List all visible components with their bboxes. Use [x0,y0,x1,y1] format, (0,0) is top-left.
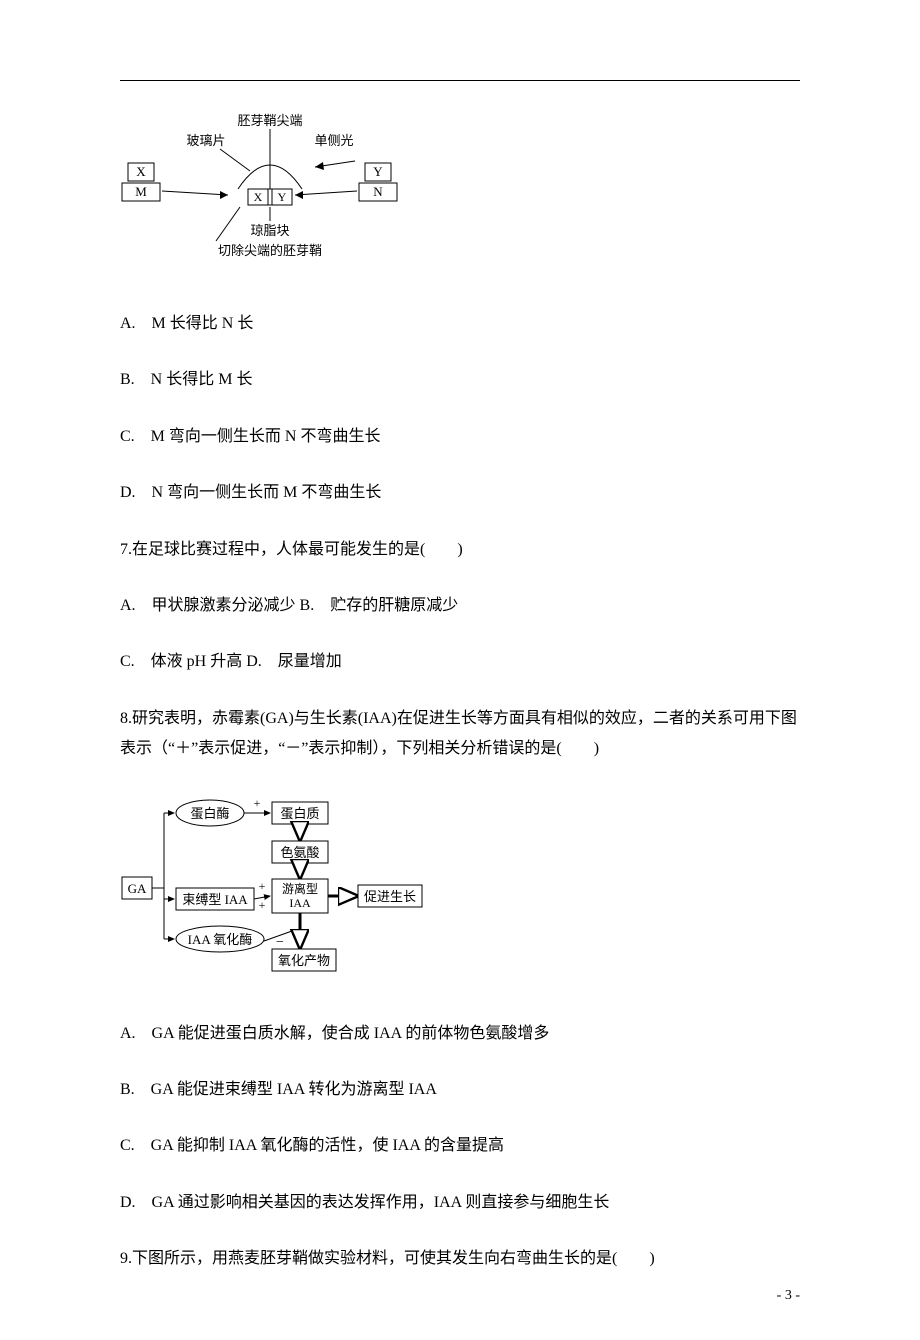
page-number: - 3 - [777,1285,800,1306]
q7-options-line1: A. 甲状腺激素分泌减少 B. 贮存的肝糖原减少 [120,591,800,621]
q8-stem: 8.研究表明，赤霉素(GA)与生长素(IAA)在促进生长等方面具有相似的效应，二… [120,704,800,765]
arrow-right-head [295,191,303,199]
q7-stem: 7.在足球比赛过程中，人体最可能发生的是( ) [120,535,800,565]
label-tip: 胚芽鞘尖端 [237,113,302,128]
arrow-left-head [220,191,228,199]
gap-box [268,189,272,205]
label-decap: 切除尖端的胚芽鞘 [218,243,322,258]
label-agar: 琼脂块 [250,223,289,238]
leader-glass [220,149,250,171]
plus-2: + [259,879,266,893]
page-container: 胚芽鞘尖端 玻璃片 单侧光 X M Y N [0,0,920,1340]
leader-decap [216,207,240,241]
text-tryptophan: 色氨酸 [280,845,319,860]
plus-3: + [259,898,266,912]
q8-option-d: D. GA 通过影响相关基因的表达发挥作用，IAA 则直接参与细胞生长 [120,1188,800,1218]
text-x-mid: X [254,190,263,204]
figure1-svg: 胚芽鞘尖端 玻璃片 单侧光 X M Y N [120,111,420,271]
q6-option-d: D. N 弯向一侧生长而 M 不弯曲生长 [120,478,800,508]
top-horizontal-rule [120,80,800,81]
text-y-mid: Y [278,190,287,204]
text-oxid-product: 氧化产物 [278,953,330,968]
text-ga: GA [128,881,147,896]
q8-option-c: C. GA 能抑制 IAA 氧化酶的活性，使 IAA 的含量提高 [120,1131,800,1161]
text-promote-growth: 促进生长 [364,889,416,904]
light-arrow-head [315,162,324,170]
q6-option-b: B. N 长得比 M 长 [120,365,800,395]
text-proteinase: 蛋白酶 [190,806,229,821]
arrow-left-line [162,191,228,195]
q6-option-c: C. M 弯向一侧生长而 N 不弯曲生长 [120,422,800,452]
text-protein: 蛋白质 [280,806,319,821]
minus-1: − [276,935,284,950]
text-bound-iaa: 束缚型 IAA [182,892,248,907]
q7-options-line2: C. 体液 pH 升高 D. 尿量增加 [120,647,800,677]
text-n-right: N [373,184,383,199]
text-free-iaa-l2: IAA [289,896,311,910]
q8-option-b: B. GA 能促进束缚型 IAA 转化为游离型 IAA [120,1075,800,1105]
q6-option-a: A. M 长得比 N 长 [120,309,800,339]
plus-1: + [254,796,261,810]
label-glass: 玻璃片 [186,133,225,148]
text-m-left: M [135,184,147,199]
text-x-left: X [136,164,146,179]
q8-option-a: A. GA 能促进蛋白质水解，使合成 IAA 的前体物色氨酸增多 [120,1019,800,1049]
text-y-right: Y [373,164,383,179]
figure-ga-iaa-pathway: 蛋白酶 蛋白质 + 色氨酸 GA 束缚型 IAA [120,791,800,989]
figure2-svg: 蛋白酶 蛋白质 + 色氨酸 GA 束缚型 IAA [120,791,450,981]
text-iaa-oxidase: IAA 氧化酶 [188,932,253,947]
q9-stem: 9.下图所示，用燕麦胚芽鞘做实验材料，可使其发生向右弯曲生长的是( ) [120,1244,800,1274]
arrow-right-line [295,191,357,195]
text-free-iaa-l1: 游离型 [282,881,318,896]
label-light: 单侧光 [314,133,353,148]
figure-coleoptile-experiment: 胚芽鞘尖端 玻璃片 单侧光 X M Y N [120,111,800,279]
